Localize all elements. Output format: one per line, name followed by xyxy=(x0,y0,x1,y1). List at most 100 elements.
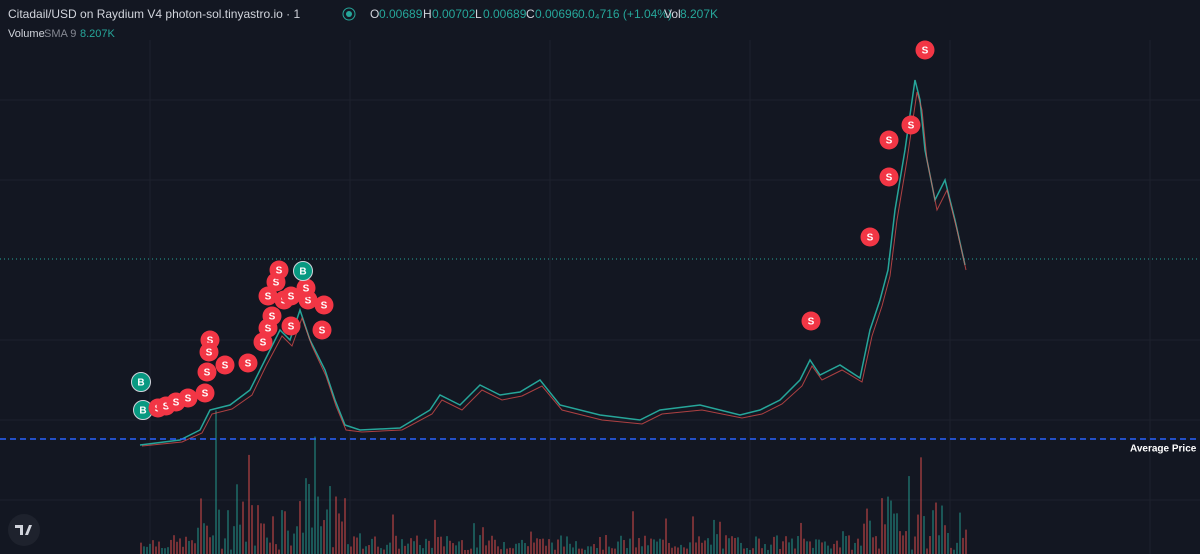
sell-marker xyxy=(879,167,899,187)
volume-bar xyxy=(587,546,589,554)
volume-bar xyxy=(164,548,166,554)
volume-bar xyxy=(731,536,733,554)
volume-bar xyxy=(944,525,946,554)
sell-marker xyxy=(215,355,235,375)
volume-bar xyxy=(329,486,331,554)
volume-bar xyxy=(266,537,268,554)
marker-label: S xyxy=(288,322,295,333)
volume-bar xyxy=(728,538,730,554)
volume-bar xyxy=(827,545,829,554)
close-label: C xyxy=(526,7,535,21)
volume-bar xyxy=(677,547,679,554)
vol-value: 8.207K xyxy=(680,7,718,21)
volume-bar xyxy=(284,511,286,554)
volume-bar xyxy=(188,540,190,554)
volume-bar xyxy=(758,538,760,554)
volume-bar xyxy=(521,539,523,554)
volume-bar xyxy=(554,549,556,554)
volume-bar xyxy=(527,546,529,554)
volume-bar xyxy=(809,541,811,554)
sell-marker xyxy=(281,286,301,306)
grid xyxy=(0,40,1200,554)
average-price-label: Average Price xyxy=(1130,444,1197,455)
buy-marker xyxy=(131,372,151,392)
marker-label: S xyxy=(886,173,893,184)
volume-bar xyxy=(938,535,940,554)
volume-bar xyxy=(773,536,775,554)
volume-bar xyxy=(239,524,241,554)
volume-bar xyxy=(248,454,250,554)
high-value: 0.00702 xyxy=(432,7,476,21)
volume-bar xyxy=(353,536,355,554)
volume-bar xyxy=(254,545,256,554)
volume-bar xyxy=(311,527,313,554)
volume-bar xyxy=(737,537,739,554)
volume-bar xyxy=(173,535,175,554)
sell-marker xyxy=(281,316,301,336)
volume-bar xyxy=(710,544,712,554)
volume-bar xyxy=(608,546,610,554)
volume-bar xyxy=(182,546,184,554)
volume-bar xyxy=(812,547,814,554)
volume-bar xyxy=(392,514,394,554)
volume-bar xyxy=(386,544,388,554)
marker-label: S xyxy=(886,136,893,147)
volume-bar xyxy=(443,546,445,554)
symbol-title: Citadail/USD on Raydium V4 photon-sol.ti… xyxy=(8,7,300,21)
marker-label: S xyxy=(288,292,295,303)
volume-bar xyxy=(647,545,649,554)
price-path-shadow xyxy=(141,91,967,447)
trade-markers: BBSSSSSSSSSSSSSSSSSSSSSSSBSSSSSS xyxy=(131,40,935,420)
volume-bars xyxy=(140,410,967,554)
sell-marker xyxy=(197,362,217,382)
volume-bar xyxy=(191,540,193,554)
sell-marker xyxy=(195,383,215,403)
volume-bar xyxy=(533,542,535,554)
volume-bar xyxy=(407,543,409,554)
volume-bar xyxy=(962,537,964,554)
sell-marker xyxy=(312,320,332,340)
volume-bar xyxy=(305,478,307,554)
volume-bar xyxy=(218,509,220,554)
volume-bar xyxy=(764,544,766,554)
volume-bar xyxy=(551,542,553,554)
volume-bar xyxy=(293,533,295,554)
volume-bar xyxy=(584,549,586,554)
volume-bar xyxy=(866,508,868,554)
volume-bar xyxy=(917,514,919,554)
volume-bar xyxy=(560,535,562,554)
vol-label: Vol xyxy=(664,7,681,21)
volume-bar xyxy=(233,526,235,554)
volume-bar xyxy=(734,538,736,554)
volume-bar xyxy=(140,542,142,554)
volume-bar xyxy=(161,547,163,554)
volume-bar xyxy=(749,549,751,554)
volume-bar xyxy=(377,546,379,554)
volume-bar xyxy=(497,546,499,554)
volume-bar xyxy=(215,410,217,554)
volume-bar xyxy=(665,518,667,554)
volume-bar xyxy=(416,535,418,554)
volume-bar xyxy=(572,547,574,554)
volume-bar xyxy=(203,523,205,554)
sell-marker xyxy=(314,295,334,315)
marker-label: S xyxy=(319,326,326,337)
volume-bar xyxy=(425,538,427,554)
volume-bar xyxy=(590,546,592,554)
volume-bar xyxy=(797,536,799,554)
volume-bar xyxy=(200,498,202,554)
volume-bar xyxy=(932,510,934,554)
volume-bar xyxy=(650,538,652,554)
volume-bar xyxy=(503,542,505,554)
volume-bar xyxy=(653,539,655,554)
volume-bar xyxy=(152,540,154,554)
volume-bar xyxy=(269,542,271,554)
volume-bar xyxy=(470,548,472,554)
volume-bar xyxy=(614,548,616,554)
marker-label: S xyxy=(206,348,213,359)
marker-label: B xyxy=(139,406,146,417)
volume-bar xyxy=(923,516,925,554)
volume-bar xyxy=(509,547,511,554)
volume-bar xyxy=(179,538,181,554)
